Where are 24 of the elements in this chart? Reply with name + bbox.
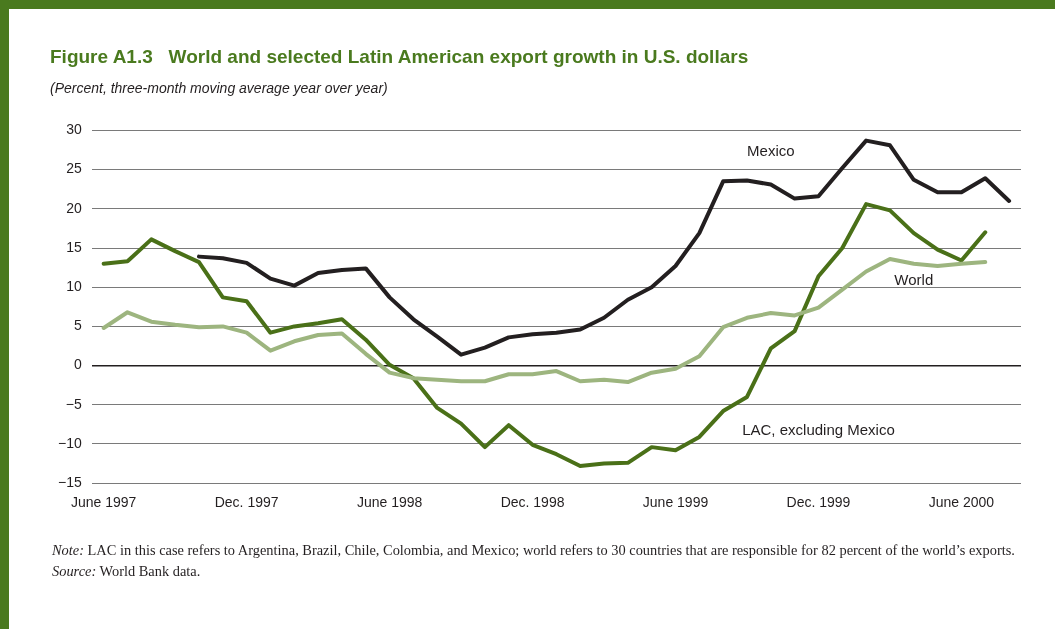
y-tick-label: 30 <box>66 121 82 138</box>
x-tick-label: Dec. 1997 <box>214 494 279 511</box>
y-tick-label: −5 <box>65 395 82 412</box>
x-tick-label: June 1997 <box>70 494 137 511</box>
y-tick-label: 25 <box>66 160 82 177</box>
chart-title: Figure A1.3 World and selected Latin American export growth in U.S. dollars <box>50 46 749 68</box>
y-tick-label: 15 <box>66 238 82 255</box>
y-tick-label: 20 <box>66 199 82 216</box>
chart-subtitle: (Percent, three-month moving average year over year) <box>50 80 388 96</box>
y-tick-label: −15 <box>58 474 82 491</box>
x-tick-label: June 1999 <box>642 494 709 511</box>
series-label: Mexico <box>747 141 795 159</box>
series-label: LAC, excluding Mexico <box>742 420 895 438</box>
y-tick-label: 10 <box>66 278 82 295</box>
source-note: Source: World Bank data. <box>52 562 202 581</box>
x-tick-label: June 1998 <box>356 494 423 511</box>
y-tick-label: 5 <box>73 317 82 334</box>
y-tick-label: 0 <box>73 356 82 373</box>
x-tick-label: Dec. 1998 <box>500 494 565 511</box>
y-tick-label: −10 <box>58 434 82 451</box>
text: Note: LAC in this case refers to Argentina, Brazil, Chile, Colombia, and Mexico; world refers to 30 countries that are responsible for 82 percent of the world’s exports. <box>52 541 1016 560</box>
x-tick-label: June 2000 <box>928 494 995 511</box>
x-tick-label: Dec. 1999 <box>786 494 851 511</box>
series-label: World <box>894 271 934 289</box>
